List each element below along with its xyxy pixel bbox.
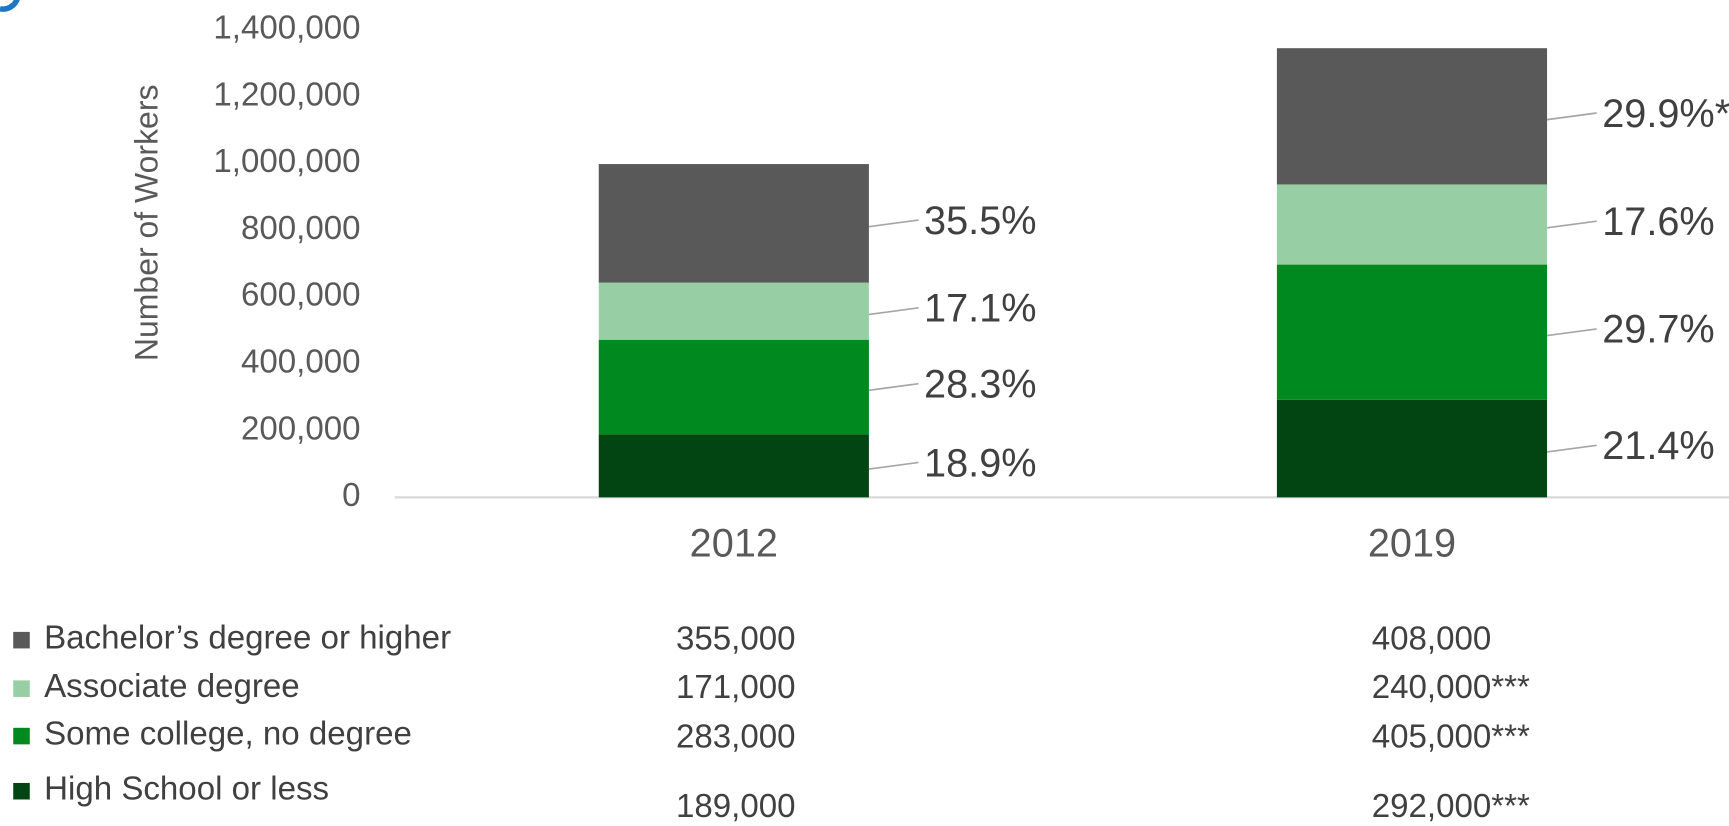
leader-line: [868, 461, 919, 470]
bar-segment: [1276, 184, 1548, 265]
leader-line: [1546, 220, 1597, 229]
percent-label: 29.7%: [1602, 308, 1715, 352]
table-value: 171,000: [676, 669, 796, 706]
table-value: 355,000: [676, 620, 796, 657]
percent-label: 17.6%: [1602, 200, 1715, 244]
y-tick-label: 800,000: [241, 210, 361, 247]
legend-label: Some college, no degree: [44, 715, 412, 752]
legend-swatch: [13, 680, 30, 697]
leader-line: [1546, 444, 1597, 453]
y-tick-label: 1,000,000: [213, 143, 360, 180]
percent-label: 29.9%***: [1602, 92, 1729, 136]
legend-label: Associate degree: [44, 668, 300, 705]
leader-line: [1546, 112, 1597, 121]
x-tick-label: 2012: [690, 521, 778, 565]
legend-label: Bachelor’s degree or higher: [44, 619, 451, 656]
y-tick-label: 400,000: [241, 344, 361, 381]
table-value: 189,000: [676, 788, 796, 825]
percent-label: 21.4%: [1602, 424, 1715, 468]
bar-segment: [598, 282, 869, 340]
bar-segment: [598, 434, 869, 498]
bar-segment: [598, 339, 869, 435]
logo-arc: [0, 0, 20, 12]
bar-segment: [1276, 264, 1548, 400]
y-axis-title: Number of Workers: [128, 85, 164, 362]
table-value: 408,000: [1372, 620, 1492, 657]
percent-label: 35.5%: [924, 199, 1037, 243]
y-tick-label: 200,000: [241, 410, 361, 447]
y-tick-label: 600,000: [241, 277, 361, 314]
leader-line: [868, 219, 919, 228]
leader-line: [868, 382, 919, 392]
y-tick-label: 1,200,000: [213, 76, 360, 113]
percent-label: 17.1%: [924, 287, 1037, 331]
x-tick-label: 2019: [1368, 521, 1456, 565]
legend-swatch: [13, 631, 30, 649]
bar-segment: [1276, 48, 1548, 185]
legend-label: High School or less: [44, 770, 329, 807]
legend-swatch: [13, 727, 30, 745]
table-value: 292,000***: [1372, 788, 1530, 825]
bar-segment: [1276, 399, 1548, 498]
legend-swatch: [13, 782, 30, 800]
table-value: 240,000***: [1372, 669, 1530, 706]
table-value: 283,000: [676, 719, 796, 756]
leader-line: [868, 307, 919, 316]
y-tick-label: 0: [342, 477, 360, 514]
percent-label: 28.3%: [924, 362, 1037, 406]
bar-segment: [598, 164, 869, 283]
y-tick-label: 1,400,000: [213, 10, 360, 47]
percent-label: 18.9%: [924, 441, 1037, 485]
leader-line: [1546, 328, 1597, 337]
table-value: 405,000***: [1372, 719, 1530, 756]
